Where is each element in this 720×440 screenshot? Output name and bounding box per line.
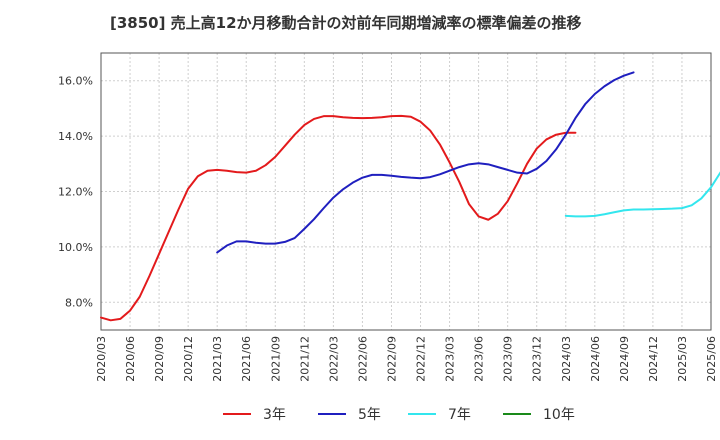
x-tick-label: 2021/12	[298, 336, 311, 382]
x-tick-label: 2025/03	[676, 336, 689, 382]
chart-title: [3850] 売上高12か月移動合計の対前年同期増減率の標準偏差の推移	[110, 14, 582, 32]
series-line-5年	[216, 71, 635, 254]
x-tick-label: 2022/12	[415, 336, 428, 382]
x-tick-label: 2024/03	[560, 336, 573, 382]
legend-label: 5年	[358, 407, 381, 423]
x-tick-label: 2021/06	[240, 336, 253, 382]
legend-label: 10年	[543, 407, 575, 423]
x-tick-label: 2021/09	[269, 336, 282, 382]
x-tick-label: 2020/06	[124, 336, 137, 382]
y-tick-label: 16.0%	[58, 75, 93, 88]
x-tick-label: 2024/06	[589, 336, 602, 382]
x-tick-label: 2022/09	[385, 336, 398, 382]
x-tick-label: 2020/09	[153, 336, 166, 382]
x-tick-label: 2023/06	[473, 336, 486, 382]
legend-label: 3年	[263, 407, 286, 423]
x-tick-label: 2024/12	[647, 336, 660, 382]
plot-frame	[100, 52, 712, 331]
legend: 3年 5年 7年 10年	[223, 407, 575, 423]
x-tick-label: 2023/03	[444, 336, 457, 382]
y-tick-label: 8.0%	[65, 296, 93, 309]
x-tick-label: 2020/12	[182, 336, 195, 382]
y-tick-label: 12.0%	[58, 186, 93, 199]
x-tick-label: 2021/03	[211, 336, 224, 382]
legend-label: 7年	[448, 407, 471, 423]
x-tick-label: 2022/03	[327, 336, 340, 382]
grid	[101, 53, 711, 330]
x-tick-label: 2025/06	[705, 336, 718, 382]
series-line-7年	[564, 171, 720, 218]
x-tick-label: 2022/06	[356, 336, 369, 382]
y-tick-label: 14.0%	[58, 130, 93, 143]
x-tick-label: 2023/09	[502, 336, 515, 382]
x-tick-label: 2024/09	[618, 336, 631, 382]
x-tick-label: 2023/12	[531, 336, 544, 382]
y-axis-ticks: 8.0% 10.0% 12.0% 14.0% 16.0%	[58, 75, 93, 310]
y-tick-label: 10.0%	[58, 241, 93, 254]
series	[100, 71, 720, 322]
series-line-3年	[100, 114, 577, 322]
x-tick-label: 2020/03	[95, 336, 108, 382]
x-axis-ticks: 2020/03 2020/06 2020/09 2020/12 2021/03 2021/…	[95, 336, 718, 382]
